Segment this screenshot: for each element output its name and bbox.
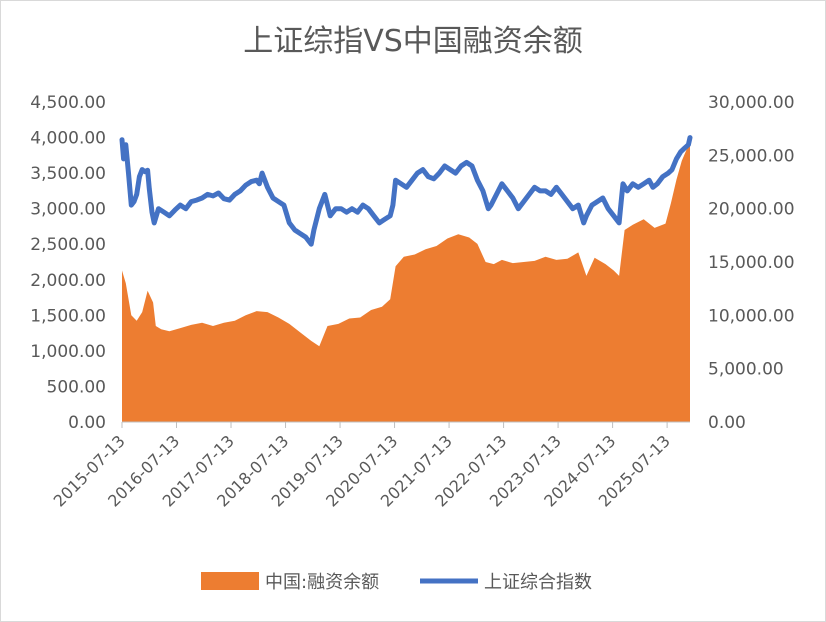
left-tick-label: 1,500.00 [30,306,106,326]
x-axis-ticks: 2015-07-132016-07-132017-07-132018-07-13… [50,422,674,511]
right-axis-ticks: 0.00 5,000.00 10,000.00 15,000.00 20,000.00 2… [708,93,795,433]
right-tick-label: 5,000.00 [708,360,784,380]
legend-label-margin-balance: 中国:融资余额 [265,572,379,593]
line-series-sse-index [119,135,693,247]
right-tick-label: 30,000.00 [708,93,795,113]
left-tick-label: 4,500.00 [30,93,106,113]
legend-swatch-margin-balance [201,572,259,590]
area-layer [122,139,690,423]
chart-title: 上证综指VS中国融资余额 [243,24,583,59]
left-tick-label: 0.00 [68,413,106,433]
left-tick-label: 500.00 [47,377,106,397]
legend: 中国:融资余额 上证综合指数 [201,572,592,593]
left-tick-label: 1,000.00 [30,342,106,362]
right-tick-label: 25,000.00 [708,146,795,166]
left-tick-label: 2,500.00 [30,235,106,255]
left-tick-label: 3,000.00 [30,200,106,220]
right-tick-label: 0.00 [708,413,746,433]
left-tick-label: 2,000.00 [30,271,106,291]
line-layer [119,135,693,247]
right-tick-label: 20,000.00 [708,200,795,220]
right-tick-label: 10,000.00 [708,306,795,326]
legend-label-sse-index: 上证综合指数 [484,572,592,593]
left-tick-label: 4,000.00 [30,129,106,149]
left-axis-ticks: 0.00 500.00 1,000.00 1,500.00 2,000.00 2,500.… [30,93,106,433]
area-series-margin-balance [122,139,690,423]
right-tick-label: 15,000.00 [708,253,795,273]
left-tick-label: 3,500.00 [30,164,106,184]
